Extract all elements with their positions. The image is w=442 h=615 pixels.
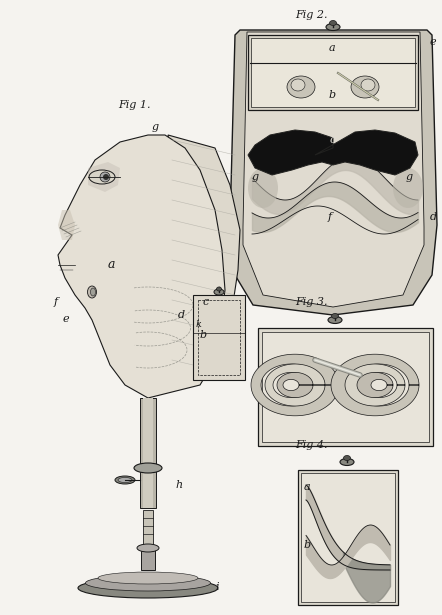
Bar xyxy=(251,38,415,107)
Text: g: g xyxy=(252,172,259,182)
Text: a: a xyxy=(304,482,311,492)
Ellipse shape xyxy=(291,79,305,91)
Text: e: e xyxy=(63,314,70,324)
Ellipse shape xyxy=(137,544,159,552)
Polygon shape xyxy=(58,135,225,398)
Text: k: k xyxy=(196,320,202,329)
Text: g: g xyxy=(152,122,159,132)
Text: b: b xyxy=(200,330,207,340)
Polygon shape xyxy=(230,30,437,315)
Bar xyxy=(193,295,245,380)
Text: b: b xyxy=(304,540,311,550)
Bar xyxy=(143,398,153,468)
Polygon shape xyxy=(357,373,393,398)
Ellipse shape xyxy=(361,79,375,91)
Polygon shape xyxy=(168,135,240,380)
Ellipse shape xyxy=(340,459,354,466)
Polygon shape xyxy=(251,354,339,416)
Text: b: b xyxy=(329,90,336,100)
Ellipse shape xyxy=(326,23,340,31)
Text: a: a xyxy=(329,43,335,53)
Ellipse shape xyxy=(98,572,198,584)
Bar xyxy=(248,35,418,110)
Text: f: f xyxy=(328,212,332,222)
Text: h: h xyxy=(175,480,182,490)
Ellipse shape xyxy=(89,170,115,184)
Text: g: g xyxy=(406,172,413,182)
Text: i: i xyxy=(215,582,218,592)
Ellipse shape xyxy=(91,288,95,296)
Bar xyxy=(143,510,153,548)
Text: e: e xyxy=(430,37,437,47)
Polygon shape xyxy=(243,32,424,307)
Ellipse shape xyxy=(393,168,423,208)
Ellipse shape xyxy=(103,174,109,180)
Polygon shape xyxy=(277,373,313,398)
Ellipse shape xyxy=(328,317,342,323)
Bar xyxy=(140,398,156,468)
Polygon shape xyxy=(248,130,418,175)
Text: Fig 4.: Fig 4. xyxy=(295,440,328,450)
Text: c: c xyxy=(203,297,209,307)
Text: f: f xyxy=(54,297,58,307)
Bar xyxy=(262,332,429,442)
Ellipse shape xyxy=(287,76,315,98)
Polygon shape xyxy=(345,364,405,406)
Text: d: d xyxy=(430,212,437,222)
Ellipse shape xyxy=(85,575,210,591)
Text: Fig 3.: Fig 3. xyxy=(295,297,328,307)
Ellipse shape xyxy=(332,314,339,319)
Text: d: d xyxy=(178,310,185,320)
Ellipse shape xyxy=(214,289,224,295)
Bar xyxy=(301,473,395,602)
Ellipse shape xyxy=(78,578,218,598)
Ellipse shape xyxy=(100,172,110,182)
Ellipse shape xyxy=(134,463,162,473)
Polygon shape xyxy=(331,354,419,416)
Ellipse shape xyxy=(329,20,336,25)
Ellipse shape xyxy=(118,477,132,483)
Text: c: c xyxy=(330,135,336,145)
Bar xyxy=(140,468,156,508)
Text: a: a xyxy=(108,258,115,271)
Polygon shape xyxy=(58,210,75,240)
Bar xyxy=(258,328,433,446)
Bar xyxy=(143,468,153,508)
Ellipse shape xyxy=(351,76,379,98)
Bar xyxy=(141,548,155,570)
Ellipse shape xyxy=(88,286,96,298)
Ellipse shape xyxy=(343,456,351,461)
Ellipse shape xyxy=(217,287,221,291)
Polygon shape xyxy=(265,364,325,406)
Polygon shape xyxy=(88,162,120,192)
Ellipse shape xyxy=(115,476,135,484)
Bar xyxy=(298,470,398,605)
Text: Fig 2.: Fig 2. xyxy=(295,10,328,20)
Text: Fig 1.: Fig 1. xyxy=(118,100,150,110)
Bar xyxy=(198,300,240,375)
Ellipse shape xyxy=(248,168,278,208)
